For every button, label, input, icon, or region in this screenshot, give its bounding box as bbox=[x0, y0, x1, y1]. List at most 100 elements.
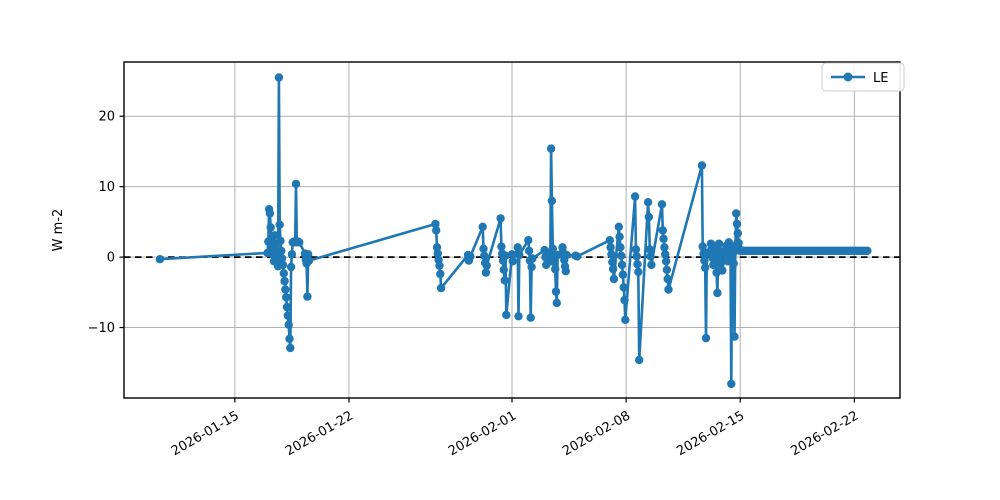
axis-ticks: 2026-01-15 2026-01-22 2026-02-01 2026-02-08… bbox=[88, 110, 862, 460]
data-point-marker bbox=[733, 229, 742, 238]
data-point-marker bbox=[265, 209, 275, 218]
data-point-marker bbox=[732, 209, 741, 218]
data-point-marker bbox=[279, 269, 288, 278]
series-line bbox=[158, 76, 869, 386]
data-point-marker bbox=[661, 250, 670, 259]
y-tick-label: 0 bbox=[107, 251, 115, 266]
data-point-marker bbox=[528, 254, 537, 263]
y-tick-label: 10 bbox=[98, 180, 115, 195]
legend-sample-marker-icon bbox=[843, 72, 853, 82]
x-tick-label: 2026-02-08 bbox=[560, 408, 633, 459]
x-tick-label: 2026-02-01 bbox=[446, 408, 519, 459]
data-point-marker bbox=[524, 246, 534, 255]
data-point-marker bbox=[514, 312, 523, 321]
data-point-marker bbox=[661, 257, 671, 266]
data-point-marker bbox=[508, 257, 517, 266]
data-point-marker bbox=[727, 379, 736, 389]
data-point-marker bbox=[282, 302, 292, 312]
data-point-marker bbox=[550, 257, 559, 267]
data-point-marker bbox=[499, 265, 508, 274]
data-point-marker bbox=[658, 226, 667, 235]
data-point-marker bbox=[284, 320, 293, 329]
data-point-marker bbox=[552, 298, 561, 308]
data-point-marker bbox=[619, 283, 628, 292]
data-point-marker bbox=[501, 251, 510, 260]
data-point-marker bbox=[701, 263, 710, 272]
data-point-marker bbox=[431, 219, 440, 229]
data-point-marker bbox=[526, 313, 535, 322]
data-point-marker bbox=[155, 255, 165, 264]
data-point-marker bbox=[286, 262, 296, 272]
data-point-marker bbox=[496, 214, 505, 223]
data-point-marker bbox=[432, 243, 442, 252]
data-point-marker bbox=[435, 261, 444, 270]
data-point-marker bbox=[646, 252, 655, 261]
data-point-marker bbox=[481, 268, 491, 277]
data-point-marker bbox=[295, 238, 304, 247]
data-point-marker bbox=[606, 243, 615, 252]
data-point-marker bbox=[278, 260, 288, 270]
data-point-marker bbox=[608, 257, 617, 267]
data-point-marker bbox=[713, 288, 722, 298]
data-point-marker bbox=[562, 250, 571, 260]
data-point-marker bbox=[635, 355, 644, 365]
data-point-marker bbox=[700, 256, 709, 265]
data-point-marker bbox=[660, 243, 669, 252]
data-point-marker bbox=[561, 267, 570, 276]
data-point-marker bbox=[282, 293, 291, 302]
data-point-marker bbox=[286, 343, 295, 353]
data-point-marker bbox=[266, 223, 275, 232]
data-point-marker bbox=[515, 250, 524, 260]
data-point-marker bbox=[280, 276, 289, 286]
legend: LE bbox=[821, 62, 905, 92]
data-point-marker bbox=[291, 179, 301, 189]
data-point-marker bbox=[617, 251, 626, 260]
data-point-marker bbox=[547, 196, 557, 205]
data-point-marker bbox=[633, 260, 642, 269]
data-point-marker bbox=[513, 243, 522, 252]
data-point-marker bbox=[277, 254, 287, 263]
data-point-marker bbox=[573, 252, 582, 261]
x-tick-label: 2026-01-15 bbox=[169, 408, 242, 459]
data-point-marker bbox=[729, 259, 738, 268]
data-point-marker bbox=[632, 252, 641, 261]
data-point-marker bbox=[630, 192, 640, 201]
data-point-marker bbox=[433, 249, 442, 258]
data-point-marker bbox=[480, 251, 489, 260]
le-series bbox=[155, 73, 872, 389]
data-point-marker bbox=[730, 332, 739, 341]
data-point-marker bbox=[524, 236, 533, 245]
data-point-marker bbox=[657, 200, 667, 209]
data-point-marker bbox=[283, 311, 292, 320]
data-point-marker bbox=[432, 226, 441, 235]
data-point-marker bbox=[546, 144, 556, 153]
data-point-marker bbox=[863, 246, 872, 255]
data-point-marker bbox=[716, 259, 725, 268]
data-point-marker bbox=[609, 274, 619, 284]
data-point-marker bbox=[551, 264, 560, 274]
data-point-marker bbox=[500, 276, 509, 285]
y-axis-label: W m-2 bbox=[51, 209, 66, 252]
data-point-marker bbox=[275, 220, 284, 229]
data-point-marker bbox=[643, 198, 653, 207]
data-point-marker bbox=[551, 287, 561, 296]
data-point-marker bbox=[304, 256, 314, 265]
legend-label: LE bbox=[873, 71, 888, 86]
data-point-marker bbox=[277, 246, 286, 255]
data-point-marker bbox=[507, 250, 517, 259]
data-point-marker bbox=[303, 292, 312, 301]
data-point-marker bbox=[287, 250, 297, 259]
data-point-marker bbox=[270, 231, 279, 240]
data-point-marker bbox=[548, 244, 557, 253]
data-point-marker bbox=[274, 73, 284, 82]
data-point-marker bbox=[527, 262, 536, 272]
data-point-marker bbox=[644, 212, 654, 222]
data-point-marker bbox=[732, 219, 742, 229]
x-tick-label: 2026-01-22 bbox=[283, 408, 356, 459]
data-point-marker bbox=[479, 244, 488, 253]
x-tick-label: 2026-02-22 bbox=[788, 408, 861, 459]
data-point-marker bbox=[663, 274, 672, 284]
data-point-marker bbox=[631, 245, 641, 254]
data-point-marker bbox=[697, 161, 707, 170]
y-tick-label: 20 bbox=[98, 110, 115, 125]
